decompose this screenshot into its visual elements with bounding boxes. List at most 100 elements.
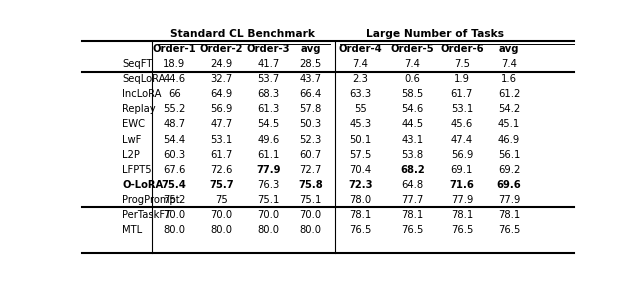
Text: 75: 75 xyxy=(215,195,228,205)
Text: PerTaskFT: PerTaskFT xyxy=(122,210,171,220)
Text: 78.1: 78.1 xyxy=(401,210,424,220)
Text: 80.0: 80.0 xyxy=(257,225,280,235)
Text: 70.0: 70.0 xyxy=(163,210,186,220)
Text: Large Number of Tasks: Large Number of Tasks xyxy=(365,29,504,39)
Text: 80.0: 80.0 xyxy=(163,225,185,235)
Text: 58.5: 58.5 xyxy=(401,89,424,99)
Text: 70.0: 70.0 xyxy=(211,210,232,220)
Text: 54.4: 54.4 xyxy=(163,134,186,144)
Text: 45.3: 45.3 xyxy=(349,119,371,129)
Text: 75.1: 75.1 xyxy=(257,195,280,205)
Text: 0.6: 0.6 xyxy=(404,74,420,84)
Text: 52.3: 52.3 xyxy=(300,134,322,144)
Text: 7.5: 7.5 xyxy=(454,59,470,69)
Text: 41.7: 41.7 xyxy=(257,59,280,69)
Text: 76.5: 76.5 xyxy=(451,225,473,235)
Text: 54.5: 54.5 xyxy=(257,119,280,129)
Text: 56.9: 56.9 xyxy=(210,104,232,114)
Text: 47.7: 47.7 xyxy=(210,119,232,129)
Text: 78.1: 78.1 xyxy=(498,210,520,220)
Text: 18.9: 18.9 xyxy=(163,59,186,69)
Text: 64.8: 64.8 xyxy=(401,180,424,190)
Text: 57.8: 57.8 xyxy=(300,104,322,114)
Text: 78.1: 78.1 xyxy=(349,210,371,220)
Text: 1.9: 1.9 xyxy=(454,74,470,84)
Text: 56.1: 56.1 xyxy=(498,150,520,160)
Text: Replay: Replay xyxy=(122,104,156,114)
Text: 71.6: 71.6 xyxy=(449,180,474,190)
Text: 78.0: 78.0 xyxy=(349,195,371,205)
Text: 24.9: 24.9 xyxy=(210,59,232,69)
Text: 53.8: 53.8 xyxy=(401,150,424,160)
Text: 72.3: 72.3 xyxy=(348,180,372,190)
Text: EWC: EWC xyxy=(122,119,145,129)
Text: 75.7: 75.7 xyxy=(209,180,234,190)
Text: 54.6: 54.6 xyxy=(401,104,424,114)
Text: Order-2: Order-2 xyxy=(200,44,243,54)
Text: 44.6: 44.6 xyxy=(163,74,186,84)
Text: 67.6: 67.6 xyxy=(163,165,186,175)
Text: 75.2: 75.2 xyxy=(163,195,186,205)
Text: 28.5: 28.5 xyxy=(300,59,322,69)
Text: 53.1: 53.1 xyxy=(451,104,473,114)
Text: 70.0: 70.0 xyxy=(300,210,322,220)
Text: 61.7: 61.7 xyxy=(210,150,232,160)
Text: Order-4: Order-4 xyxy=(339,44,382,54)
Text: 64.9: 64.9 xyxy=(210,89,232,99)
Text: 76.3: 76.3 xyxy=(257,180,280,190)
Text: 77.9: 77.9 xyxy=(451,195,473,205)
Text: 68.2: 68.2 xyxy=(400,165,425,175)
Text: 77.9: 77.9 xyxy=(256,165,281,175)
Text: 43.7: 43.7 xyxy=(300,74,322,84)
Text: 55.2: 55.2 xyxy=(163,104,186,114)
Text: LwF: LwF xyxy=(122,134,141,144)
Text: MTL: MTL xyxy=(122,225,142,235)
Text: LFPT5: LFPT5 xyxy=(122,165,152,175)
Text: 76.5: 76.5 xyxy=(349,225,371,235)
Text: 7.4: 7.4 xyxy=(404,59,420,69)
Text: L2P: L2P xyxy=(122,150,140,160)
Text: 53.1: 53.1 xyxy=(210,134,232,144)
Text: 50.3: 50.3 xyxy=(300,119,322,129)
Text: 43.1: 43.1 xyxy=(401,134,424,144)
Text: 49.6: 49.6 xyxy=(257,134,280,144)
Text: 55: 55 xyxy=(354,104,367,114)
Text: 1.6: 1.6 xyxy=(501,74,517,84)
Text: 53.7: 53.7 xyxy=(257,74,280,84)
Text: 77.7: 77.7 xyxy=(401,195,424,205)
Text: 44.5: 44.5 xyxy=(401,119,424,129)
Text: ProgPrompt: ProgPrompt xyxy=(122,195,180,205)
Text: avg: avg xyxy=(300,44,321,54)
Text: 32.7: 32.7 xyxy=(210,74,232,84)
Text: 77.9: 77.9 xyxy=(498,195,520,205)
Text: SeqLoRA: SeqLoRA xyxy=(122,74,166,84)
Text: 80.0: 80.0 xyxy=(211,225,232,235)
Text: 66: 66 xyxy=(168,89,180,99)
Text: Order-6: Order-6 xyxy=(440,44,484,54)
Text: 7.4: 7.4 xyxy=(501,59,517,69)
Text: 61.1: 61.1 xyxy=(257,150,280,160)
Text: 56.9: 56.9 xyxy=(451,150,473,160)
Text: 46.9: 46.9 xyxy=(498,134,520,144)
Text: 76.5: 76.5 xyxy=(401,225,424,235)
Text: O-LoRA: O-LoRA xyxy=(122,180,163,190)
Text: 70.4: 70.4 xyxy=(349,165,371,175)
Text: Order-1: Order-1 xyxy=(152,44,196,54)
Text: 78.1: 78.1 xyxy=(451,210,473,220)
Text: 76.5: 76.5 xyxy=(498,225,520,235)
Text: 72.7: 72.7 xyxy=(300,165,322,175)
Text: 69.1: 69.1 xyxy=(451,165,473,175)
Text: 66.4: 66.4 xyxy=(300,89,322,99)
Text: 63.3: 63.3 xyxy=(349,89,371,99)
Text: 45.1: 45.1 xyxy=(498,119,520,129)
Text: avg: avg xyxy=(499,44,519,54)
Text: 60.3: 60.3 xyxy=(163,150,186,160)
Text: 61.3: 61.3 xyxy=(257,104,280,114)
Text: 7.4: 7.4 xyxy=(352,59,368,69)
Text: 70.0: 70.0 xyxy=(257,210,280,220)
Text: 54.2: 54.2 xyxy=(498,104,520,114)
Text: 57.5: 57.5 xyxy=(349,150,371,160)
Text: 2.3: 2.3 xyxy=(352,74,368,84)
Text: 75.8: 75.8 xyxy=(298,180,323,190)
Text: 68.3: 68.3 xyxy=(257,89,280,99)
